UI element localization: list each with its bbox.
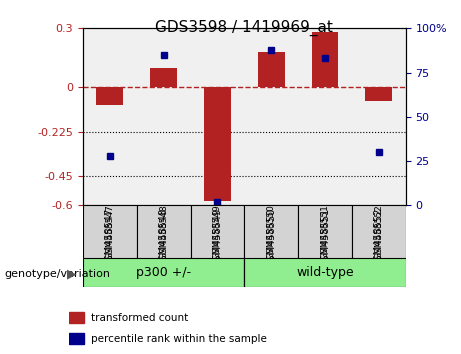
Text: GSM458552: GSM458552 <box>374 208 384 267</box>
Bar <box>258 52 284 87</box>
FancyBboxPatch shape <box>83 205 137 258</box>
Text: GSM458550: GSM458550 <box>267 204 276 259</box>
Text: GSM458547: GSM458547 <box>105 208 115 267</box>
Text: GSM458551: GSM458551 <box>320 208 330 267</box>
Text: ▶: ▶ <box>67 268 76 281</box>
Bar <box>150 68 177 87</box>
Text: transformed count: transformed count <box>91 313 189 323</box>
FancyBboxPatch shape <box>352 205 406 258</box>
Text: GDS3598 / 1419969_at: GDS3598 / 1419969_at <box>155 19 333 36</box>
Text: p300 +/-: p300 +/- <box>136 266 191 279</box>
Text: GSM458551: GSM458551 <box>320 204 330 259</box>
Bar <box>96 87 123 105</box>
Text: GSM458549: GSM458549 <box>213 208 223 267</box>
Text: GSM458548: GSM458548 <box>159 205 168 259</box>
Bar <box>312 32 338 87</box>
Text: GSM458548: GSM458548 <box>159 208 169 267</box>
FancyBboxPatch shape <box>244 258 406 287</box>
FancyBboxPatch shape <box>190 205 244 258</box>
Text: wild-type: wild-type <box>296 266 354 279</box>
Text: genotype/variation: genotype/variation <box>5 269 111 279</box>
FancyBboxPatch shape <box>83 258 244 287</box>
Bar <box>204 87 231 201</box>
Bar <box>69 312 84 323</box>
Text: GSM458547: GSM458547 <box>106 205 114 259</box>
Bar <box>69 333 84 344</box>
Text: GSM458550: GSM458550 <box>266 208 276 267</box>
FancyBboxPatch shape <box>137 205 190 258</box>
Text: percentile rank within the sample: percentile rank within the sample <box>91 334 267 344</box>
Bar <box>365 87 392 101</box>
Text: GSM458549: GSM458549 <box>213 205 222 259</box>
FancyBboxPatch shape <box>244 205 298 258</box>
Text: GSM458552: GSM458552 <box>374 205 383 259</box>
FancyBboxPatch shape <box>298 205 352 258</box>
